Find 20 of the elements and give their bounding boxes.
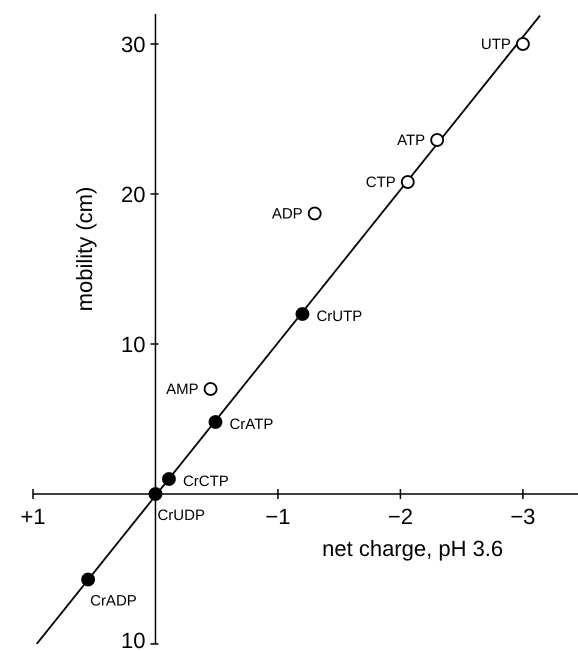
data-label: ADP	[272, 206, 303, 222]
data-label: CrUTP	[316, 308, 362, 325]
data-label: AMP	[166, 381, 199, 398]
y-tick-label: 10	[120, 332, 146, 357]
data-label: CrCTP	[182, 473, 229, 490]
x-tick-label: +1	[20, 504, 46, 529]
data-label: CTP	[366, 174, 396, 191]
y-axis-title: mobility (cm)	[72, 186, 98, 314]
x-tick-label: −3	[510, 504, 536, 529]
data-label: CrADP	[90, 592, 137, 610]
x-tick-label: −2	[388, 504, 413, 529]
x-axis-title: net charge, pH 3.6	[321, 536, 504, 562]
y-tick-label: 20	[120, 182, 146, 207]
data-label: ATP	[397, 132, 426, 149]
data-label: CrATP	[229, 416, 274, 433]
y-tick-label: 30	[120, 32, 146, 57]
x-tick-label: −1	[265, 504, 290, 529]
data-label: UTP	[480, 36, 511, 53]
y-tick-label: 10	[120, 628, 146, 651]
data-label: CrUDP	[157, 507, 205, 524]
